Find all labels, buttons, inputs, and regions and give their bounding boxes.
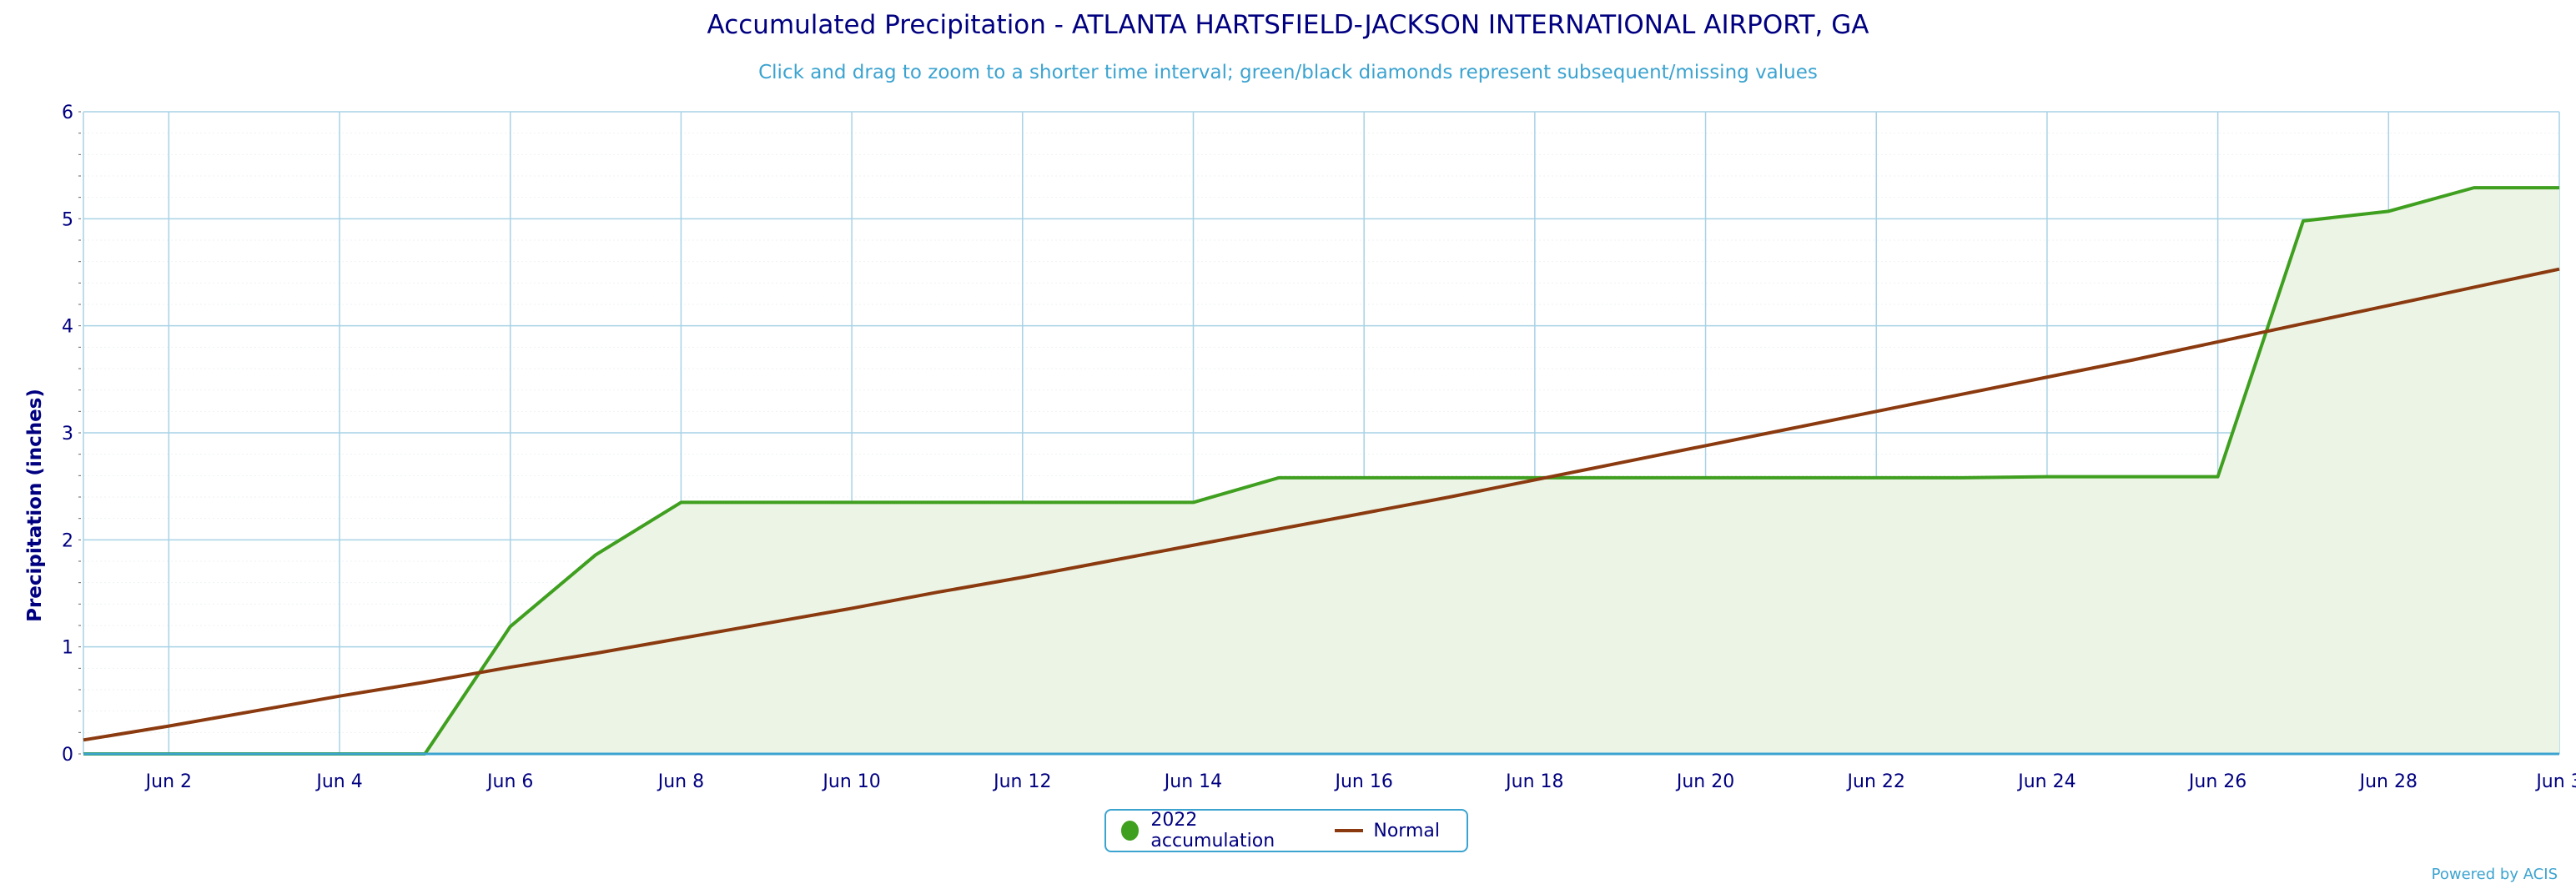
legend-marker-accumulation (1121, 821, 1140, 841)
y-tick-label: 2 (62, 530, 73, 551)
legend: 2022 accumulation Normal (1104, 809, 1468, 852)
y-tick-label: 5 (62, 209, 73, 230)
chart-subtitle: Click and drag to zoom to a shorter time… (758, 62, 1818, 83)
x-tick-label: Jun 3 (2534, 771, 2576, 792)
y-tick-label: 6 (62, 103, 73, 123)
credits-link[interactable]: Powered by ACIS (2431, 866, 2558, 883)
x-tick-label: Jun 14 (1163, 771, 1222, 792)
x-tick-label: Jun 6 (486, 771, 533, 792)
accumulation-area (83, 188, 2559, 754)
accumulation-line (83, 186, 2559, 756)
y-tick-label: 4 (62, 317, 73, 338)
x-tick-label: Jun 12 (992, 771, 1051, 792)
x-tick-label: Jun 16 (1333, 771, 1392, 792)
normal-line (83, 267, 2560, 742)
y-tick-label: 1 (62, 638, 73, 659)
x-tick-label: Jun 10 (821, 771, 880, 792)
x-tick-label: Jun 26 (2187, 771, 2246, 792)
x-tick-label: Jun 28 (2358, 771, 2418, 792)
y-tick-label: 0 (62, 745, 73, 766)
x-tick-label: Jun 20 (1675, 771, 1734, 792)
x-tick-label: Jun 24 (2016, 771, 2075, 792)
chart-title: Accumulated Precipitation - ATLANTA HART… (707, 10, 1869, 40)
legend-label-accumulation: 2022 accumulation (1150, 810, 1275, 851)
x-tick-label: Jun 22 (1846, 771, 1905, 792)
legend-item-normal[interactable]: Normal (1335, 821, 1440, 841)
x-tick-label: Jun 18 (1504, 771, 1563, 792)
x-tick-label: Jun 8 (657, 771, 704, 792)
legend-item-accumulation[interactable]: 2022 accumulation (1121, 810, 1308, 851)
y-tick-label: 3 (62, 424, 73, 444)
x-tick-label: Jun 4 (314, 771, 362, 792)
x-tick-label: Jun 2 (144, 771, 192, 792)
legend-label-normal: Normal (1373, 820, 1440, 841)
legend-marker-normal (1335, 829, 1364, 832)
